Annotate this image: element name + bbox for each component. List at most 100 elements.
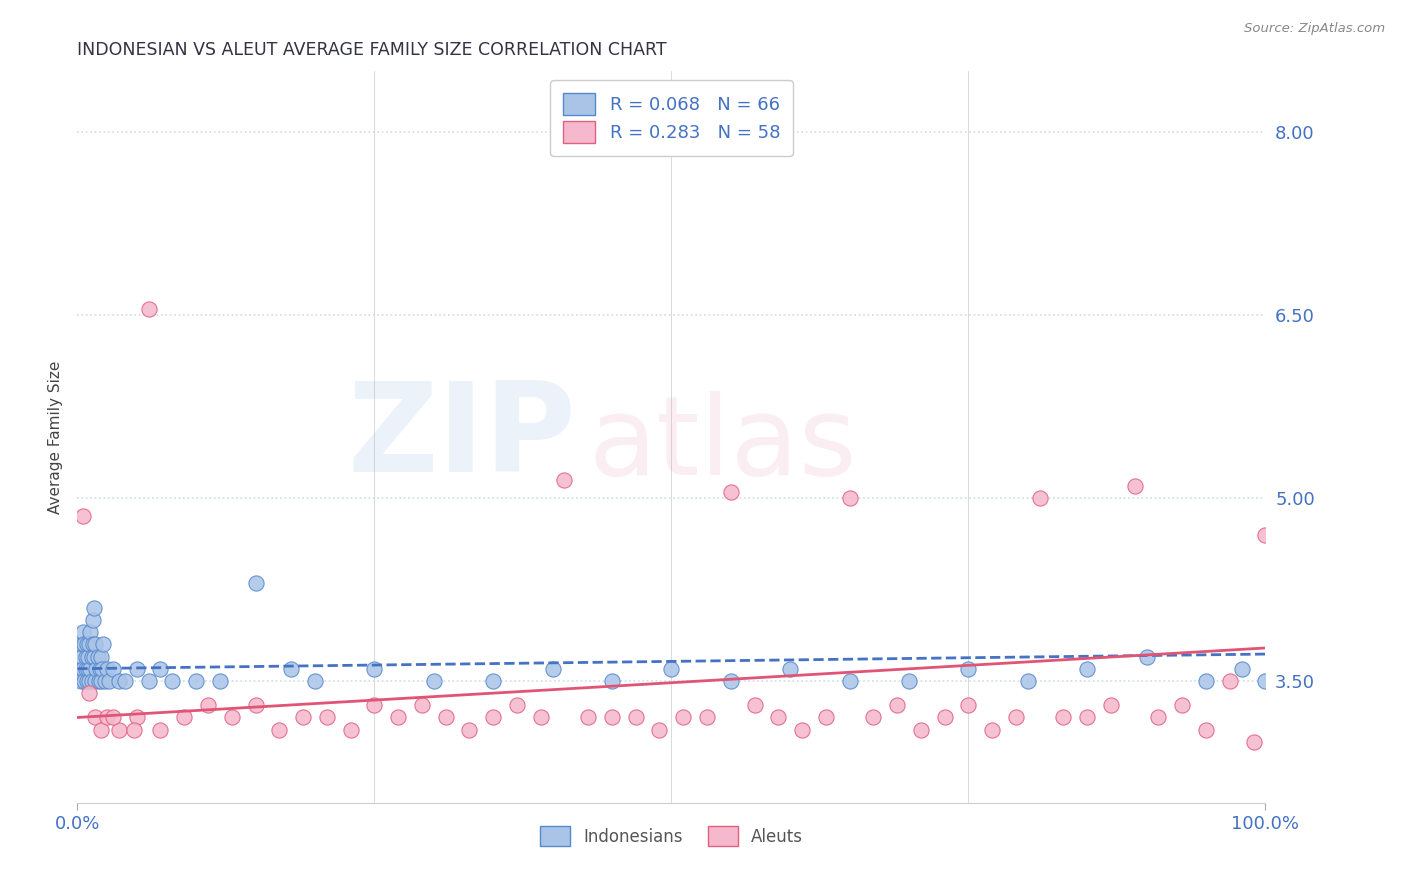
Point (363, 698, 385, 713)
Point (69, 662, 91, 676)
Point (957, 662, 980, 676)
Point (541, 662, 564, 676)
Point (339, 723, 361, 737)
Point (304, 673, 326, 688)
Point (744, 698, 766, 713)
Point (576, 710, 599, 724)
Point (75, 649, 97, 664)
Point (363, 662, 385, 676)
Point (173, 710, 195, 724)
Point (1028, 491, 1050, 505)
Text: Source: ZipAtlas.com: Source: ZipAtlas.com (1244, 22, 1385, 36)
Point (779, 662, 801, 676)
Point (82, 637, 104, 651)
Point (80, 649, 103, 664)
Point (423, 673, 446, 688)
Point (1005, 710, 1028, 724)
Point (1052, 710, 1074, 724)
Point (1195, 723, 1218, 737)
Point (197, 698, 219, 713)
Point (1171, 698, 1194, 713)
Point (269, 723, 291, 737)
Point (1136, 649, 1159, 664)
Point (76, 637, 98, 651)
Point (981, 723, 1004, 737)
Point (91, 662, 114, 676)
Y-axis label: Average Family Size: Average Family Size (48, 360, 63, 514)
Text: INDONESIAN VS ALEUT AVERAGE FAMILY SIZE CORRELATION CHART: INDONESIAN VS ALEUT AVERAGE FAMILY SIZE … (77, 41, 666, 59)
Point (83, 649, 105, 664)
Point (1195, 673, 1218, 688)
Point (186, 673, 208, 688)
Point (434, 710, 457, 724)
Point (1243, 735, 1265, 749)
Point (114, 673, 136, 688)
Point (98, 673, 121, 688)
Point (77, 686, 100, 700)
Point (600, 710, 623, 724)
Point (77, 649, 100, 664)
Point (108, 673, 131, 688)
Point (86, 649, 108, 664)
Point (70, 673, 93, 688)
Point (70, 637, 93, 651)
Point (280, 662, 302, 676)
Point (84, 637, 107, 651)
Point (208, 673, 231, 688)
Point (1099, 698, 1122, 713)
Point (96, 662, 118, 676)
Point (898, 673, 921, 688)
Point (73, 673, 96, 688)
Point (221, 710, 243, 724)
Point (292, 710, 315, 724)
Point (838, 673, 860, 688)
Point (90, 673, 112, 688)
Legend: Indonesians, Aleuts: Indonesians, Aleuts (533, 820, 810, 853)
Text: atlas: atlas (588, 391, 856, 498)
Point (70, 649, 93, 664)
Point (886, 698, 908, 713)
Point (77, 673, 100, 688)
Point (86, 662, 108, 676)
Point (124, 723, 146, 737)
Point (77, 662, 100, 676)
Point (93, 673, 115, 688)
Point (108, 723, 131, 737)
Point (75, 662, 97, 676)
Point (245, 698, 267, 713)
Point (1254, 527, 1277, 541)
Point (661, 662, 683, 676)
Point (387, 710, 409, 724)
Point (624, 710, 647, 724)
Point (600, 673, 623, 688)
Point (125, 710, 148, 724)
Point (93, 637, 115, 651)
Point (768, 710, 790, 724)
Point (82, 613, 104, 627)
Point (72, 509, 94, 524)
Point (149, 662, 172, 676)
Point (90, 723, 112, 737)
Point (672, 710, 695, 724)
Point (96, 710, 118, 724)
Point (72, 662, 94, 676)
Point (79, 662, 101, 676)
Point (1230, 662, 1253, 676)
Point (138, 301, 160, 317)
Point (84, 673, 107, 688)
Point (87, 673, 110, 688)
Point (77, 637, 100, 651)
Point (411, 698, 433, 713)
Point (125, 662, 148, 676)
Point (553, 473, 575, 487)
Point (1123, 479, 1146, 493)
Point (315, 710, 337, 724)
Point (138, 673, 160, 688)
Point (1076, 710, 1098, 724)
Point (101, 662, 124, 676)
Point (101, 710, 124, 724)
Point (84, 710, 107, 724)
Point (149, 723, 172, 737)
Point (162, 673, 184, 688)
Point (83, 600, 105, 615)
